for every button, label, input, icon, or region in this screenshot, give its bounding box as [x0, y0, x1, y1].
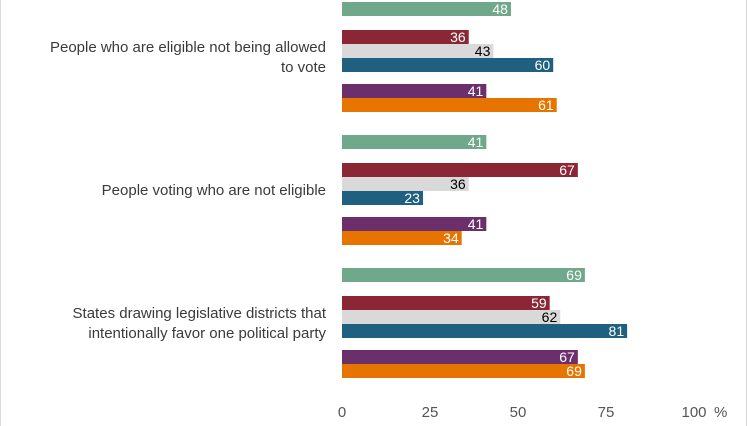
data-label-c1-s0: 41: [468, 134, 484, 150]
data-label-c0-s1: 36: [450, 29, 466, 45]
bar-c2-s2: [342, 310, 561, 324]
data-label-c2-s0: 69: [566, 267, 582, 283]
bar-c1-s3: [342, 191, 423, 205]
data-label-c0-s3: 60: [535, 57, 551, 73]
data-label-c2-s4: 67: [559, 349, 575, 365]
data-label-c2-s3: 81: [609, 323, 625, 339]
bar-c0-s2: [342, 44, 494, 58]
data-label-c2-s5: 69: [566, 363, 582, 379]
data-label-c0-s5: 61: [538, 97, 554, 113]
data-label-c0-s4: 41: [468, 83, 484, 99]
bar-c0-s4: [342, 84, 487, 98]
bar-c2-s0: [342, 268, 585, 282]
category-label-0-line-0: People who are eligible not being allowe…: [50, 39, 326, 56]
x-tick-label-1: 25: [422, 404, 439, 421]
bar-c1-s1: [342, 163, 578, 177]
x-tick-label-2: 50: [510, 404, 527, 421]
bar-c0-s1: [342, 30, 469, 44]
bar-c1-s2: [342, 177, 469, 191]
data-label-c1-s5: 34: [443, 230, 459, 246]
x-unit-label: %: [714, 404, 727, 421]
bar-c2-s5: [342, 364, 585, 378]
data-label-c1-s4: 41: [468, 216, 484, 232]
data-label-c2-s2: 62: [542, 309, 558, 325]
bar-c2-s4: [342, 350, 578, 364]
bar-c0-s5: [342, 98, 557, 112]
data-label-c0-s0: 48: [492, 1, 508, 17]
category-label-2-line-0: States drawing legislative districts tha…: [73, 305, 327, 322]
bar-c0-s0: [342, 2, 511, 16]
data-label-c1-s1: 67: [559, 162, 575, 178]
bar-c0-s3: [342, 58, 554, 72]
category-labels: People who are eligible not being allowe…: [50, 39, 327, 342]
category-label-1-line-0: People voting who are not eligible: [102, 182, 326, 199]
bar-c1-s5: [342, 231, 462, 245]
bar-c2-s1: [342, 296, 550, 310]
bar-c1-s4: [342, 217, 487, 231]
data-label-c1-s2: 36: [450, 176, 466, 192]
x-axis-ticks: 0 25 50 75 100%: [338, 404, 728, 421]
data-label-c1-s3: 23: [404, 190, 420, 206]
data-label-c0-s2: 43: [475, 43, 491, 59]
bar-c2-s3: [342, 324, 628, 338]
category-label-0-line-1: to vote: [281, 59, 326, 76]
category-label-2-line-1: intentionally favor one political party: [88, 325, 326, 342]
x-tick-label-0: 0: [338, 404, 346, 421]
x-tick-label-3: 75: [598, 404, 615, 421]
bar-c1-s0: [342, 135, 487, 149]
data-label-c2-s1: 59: [531, 295, 547, 311]
x-tick-label-4: 100: [681, 404, 706, 421]
